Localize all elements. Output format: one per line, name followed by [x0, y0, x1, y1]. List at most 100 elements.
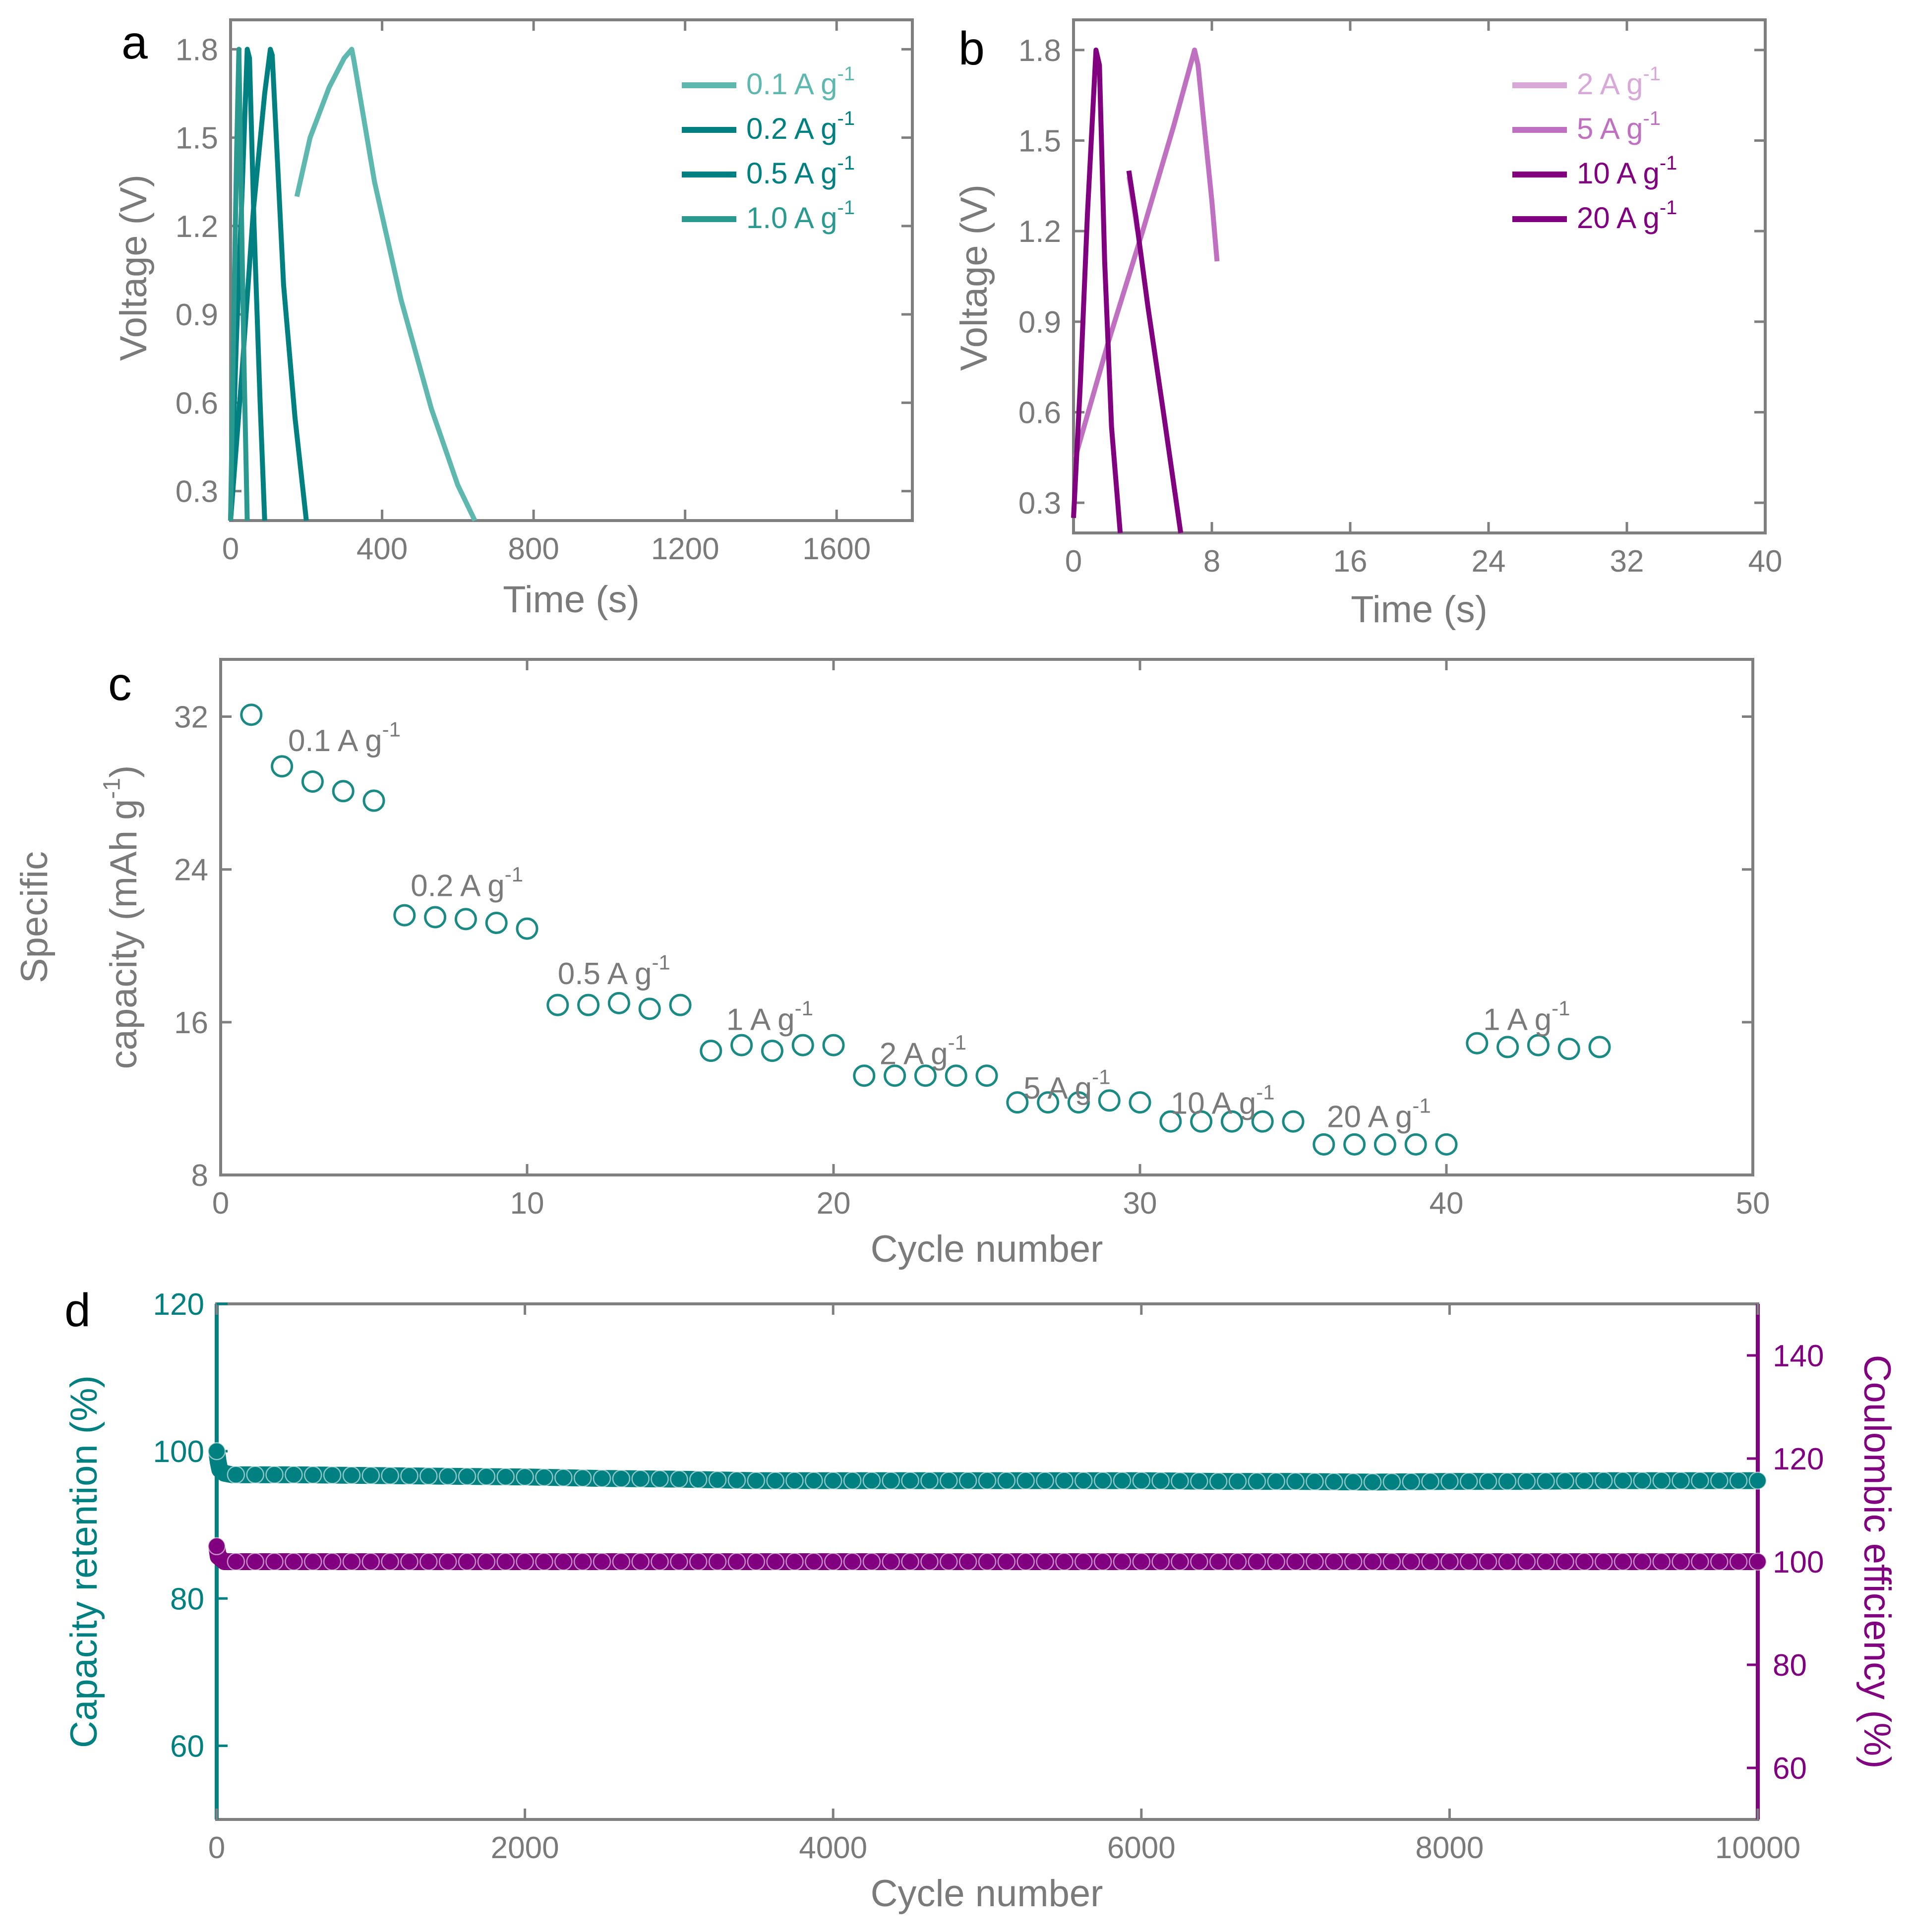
- points-group-c: [240, 703, 1611, 1156]
- x-tick-label-a: 1600: [802, 532, 871, 566]
- data-point-d: [1691, 1471, 1709, 1490]
- y-axis-label-d: Capacity retention (%): [63, 1375, 105, 1748]
- y-axis-label-b: Voltage (V): [953, 184, 995, 371]
- data-point-d: [381, 1466, 399, 1485]
- chart-c: 0.1 A g-1 0.2 A g-1 0.5 A g-1 1 A g-1 2 A g-…: [13, 658, 1770, 1270]
- x-tick-label-d: 6000: [1107, 1831, 1176, 1865]
- data-point-c: [1037, 1091, 1060, 1114]
- data-point-c: [669, 994, 692, 1016]
- y-tick-label-a: 1.8: [176, 33, 218, 67]
- data-point-d: [1190, 1472, 1208, 1490]
- data-point-d: [1556, 1472, 1574, 1490]
- tick-marks-b: [1072, 20, 1767, 533]
- data-point-c: [1190, 1110, 1213, 1133]
- data-point-c: [393, 904, 416, 927]
- data-point-d: [708, 1552, 727, 1571]
- data-point-d: [381, 1552, 399, 1571]
- data-point-d: [207, 1537, 226, 1556]
- data-point-d: [1691, 1552, 1709, 1571]
- data-point-d: [708, 1470, 727, 1489]
- x-tick-label-b: 16: [1333, 544, 1368, 579]
- x-tick-labels-a: 0 400 800 1200 1600: [222, 532, 871, 566]
- data-point-d: [747, 1471, 766, 1490]
- y-right-axis-label-d: Coulombic efficiency (%): [1856, 1355, 1898, 1769]
- data-point-d: [727, 1471, 746, 1490]
- y-right-tick-labels-d: 60 80 100 120 140: [1773, 1339, 1824, 1786]
- legend-label-b: 20 A g-1: [1577, 197, 1677, 234]
- data-point-d: [1228, 1472, 1247, 1491]
- data-point-d: [1421, 1472, 1439, 1491]
- y-tick-label-a: 0.9: [176, 298, 218, 332]
- data-point-d: [304, 1465, 322, 1484]
- data-point-d: [843, 1552, 862, 1571]
- y-tick-labels-c: 8 16 24 32: [174, 701, 208, 1193]
- rate-annotation-c: 5 A g-1: [1023, 1065, 1110, 1106]
- data-point-c: [1159, 1110, 1182, 1133]
- data-point-d: [361, 1552, 380, 1571]
- data-point-d: [1710, 1471, 1729, 1490]
- data-point-d: [593, 1552, 611, 1571]
- data-point-c: [822, 1034, 845, 1056]
- rate-annotation-c: 0.2 A g-1: [411, 863, 523, 903]
- data-point-d: [651, 1469, 669, 1488]
- x-axis-label-b: Time (s): [1351, 588, 1488, 631]
- data-point-d: [1325, 1472, 1343, 1491]
- data-point-c: [1404, 1133, 1427, 1156]
- rate-annotation-c: 0.1 A g-1: [288, 717, 401, 758]
- data-point-d: [785, 1552, 804, 1571]
- y-axis-label-c-line2: capacity (mAh g-1): [99, 765, 145, 1069]
- legend-label-b: 10 A g-1: [1577, 152, 1677, 190]
- data-point-d: [458, 1552, 477, 1571]
- data-point-d: [1672, 1471, 1690, 1490]
- data-point-d: [477, 1552, 496, 1571]
- data-point-d: [1075, 1552, 1093, 1571]
- data-point-d: [1093, 1471, 1112, 1490]
- data-point-d: [227, 1552, 245, 1571]
- data-point-d: [438, 1467, 457, 1485]
- series-band-d: [208, 1443, 1766, 1491]
- chart-a: 0 400 800 1200 1600 0.3 0.6 0.9 1.2 1.5 1.8 Time …: [113, 18, 914, 621]
- data-point-d: [670, 1470, 688, 1488]
- data-point-d: [516, 1467, 534, 1486]
- y-right-tick-label-d: 120: [1773, 1442, 1824, 1476]
- rate-annotation-c: 1 A g-1: [726, 996, 813, 1037]
- legend-label-b: 2 A g-1: [1577, 63, 1661, 101]
- rate-annotation-c: 2 A g-1: [880, 1031, 966, 1071]
- series-group-a: [228, 47, 478, 522]
- data-point-c: [516, 917, 538, 940]
- data-point-d: [1382, 1472, 1401, 1491]
- y-tick-label-b: 0.3: [1018, 486, 1061, 521]
- x-tick-label-a: 400: [357, 532, 408, 566]
- data-point-d: [1748, 1471, 1767, 1490]
- data-point-c: [638, 997, 661, 1020]
- data-point-c: [1220, 1110, 1243, 1133]
- y-tick-label-b: 1.2: [1018, 215, 1061, 249]
- data-point-d: [1575, 1471, 1594, 1490]
- x-tick-label-a: 0: [222, 532, 239, 566]
- data-point-d: [1729, 1471, 1748, 1490]
- data-point-d: [727, 1552, 746, 1571]
- data-point-d: [246, 1552, 264, 1571]
- data-point-d: [496, 1552, 515, 1571]
- data-point-d: [997, 1471, 1016, 1490]
- data-point-c: [1067, 1091, 1090, 1114]
- data-point-d: [207, 1442, 226, 1461]
- data-point-d: [1151, 1471, 1170, 1490]
- data-point-c: [1374, 1133, 1396, 1156]
- data-point-d: [342, 1552, 361, 1571]
- data-point-d: [1113, 1471, 1132, 1490]
- data-point-d: [747, 1552, 766, 1571]
- data-point-d: [1075, 1471, 1093, 1490]
- y-tick-label-a: 1.5: [176, 121, 218, 156]
- data-point-d: [997, 1552, 1016, 1571]
- data-point-d: [1036, 1552, 1054, 1571]
- data-point-d: [342, 1466, 361, 1485]
- data-point-d: [1652, 1471, 1671, 1490]
- data-point-d: [419, 1552, 438, 1571]
- data-point-d: [1248, 1472, 1266, 1491]
- data-point-d: [1190, 1552, 1208, 1571]
- y-right-tick-label-d: 80: [1773, 1648, 1807, 1683]
- data-point-d: [689, 1552, 708, 1571]
- rate-annotation-c: 0.5 A g-1: [558, 950, 670, 991]
